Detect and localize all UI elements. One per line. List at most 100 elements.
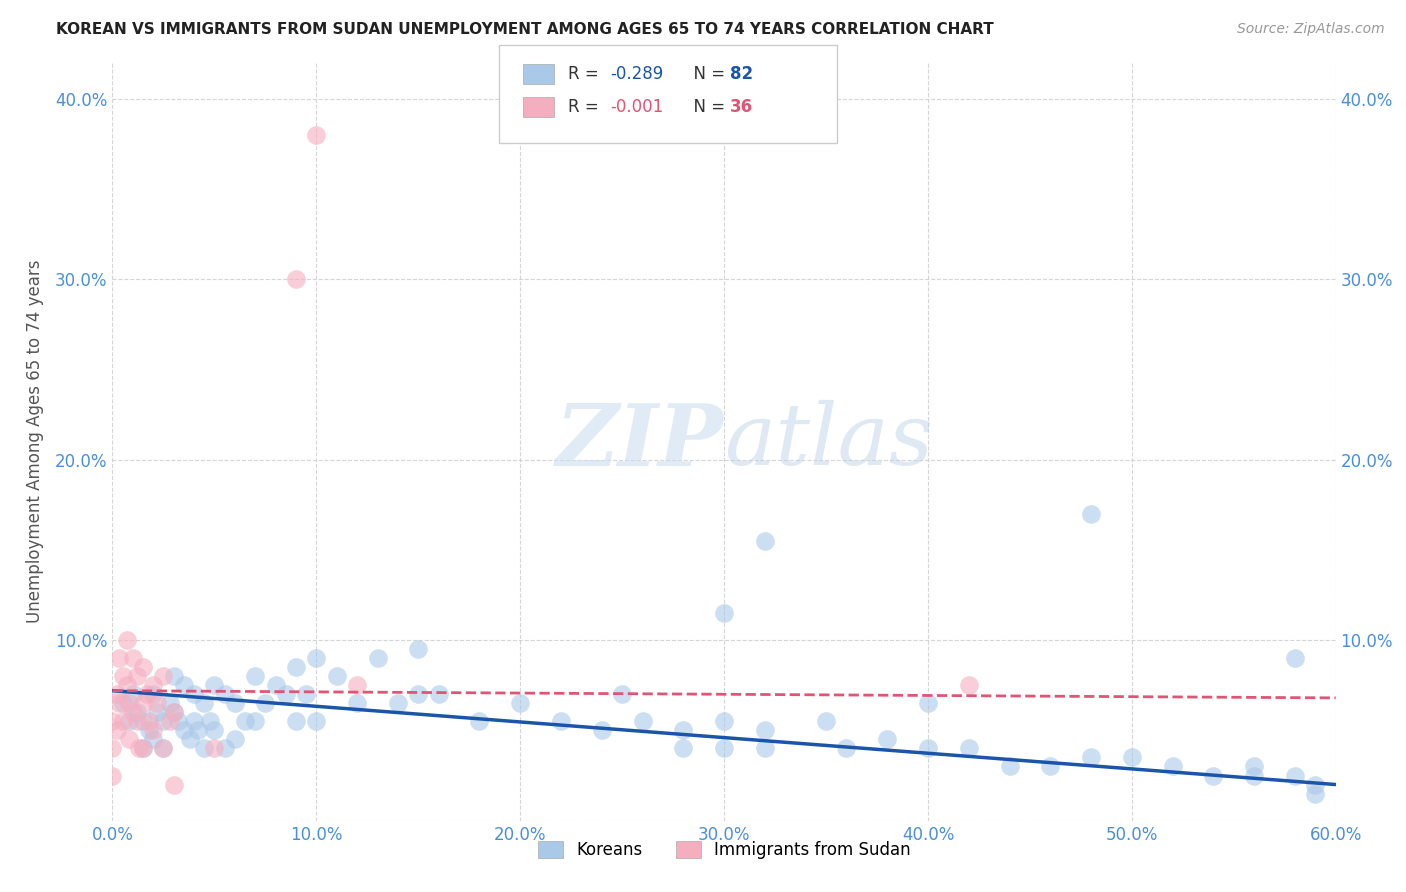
Point bbox=[815, 714, 838, 729]
Point bbox=[214, 741, 236, 756]
Point bbox=[122, 687, 145, 701]
Point bbox=[118, 696, 141, 710]
Point bbox=[1080, 750, 1102, 764]
Point bbox=[550, 714, 572, 729]
Point bbox=[111, 714, 134, 729]
Point bbox=[132, 660, 155, 674]
Point bbox=[132, 696, 155, 710]
Point bbox=[1202, 768, 1225, 782]
Point bbox=[101, 741, 124, 756]
Point bbox=[138, 714, 160, 729]
Point bbox=[136, 687, 159, 701]
Point bbox=[163, 778, 186, 792]
Point bbox=[107, 696, 129, 710]
Text: -0.289: -0.289 bbox=[610, 65, 664, 83]
Point bbox=[163, 706, 186, 720]
Text: Source: ZipAtlas.com: Source: ZipAtlas.com bbox=[1237, 22, 1385, 37]
Point bbox=[245, 714, 267, 729]
Point bbox=[387, 696, 409, 710]
Text: atlas: atlas bbox=[724, 401, 934, 483]
Point bbox=[152, 714, 174, 729]
Point bbox=[1243, 768, 1265, 782]
Point bbox=[142, 723, 165, 738]
Point bbox=[305, 714, 328, 729]
Point bbox=[957, 741, 980, 756]
Y-axis label: Unemployment Among Ages 65 to 74 years: Unemployment Among Ages 65 to 74 years bbox=[25, 260, 44, 624]
Point bbox=[105, 687, 128, 701]
Point bbox=[284, 660, 308, 674]
Point bbox=[101, 714, 124, 729]
Point bbox=[187, 723, 209, 738]
Point bbox=[115, 633, 138, 648]
Text: N =: N = bbox=[683, 98, 731, 116]
Point bbox=[835, 741, 858, 756]
Point bbox=[917, 696, 939, 710]
Point bbox=[917, 741, 939, 756]
Point bbox=[1305, 787, 1327, 801]
Point bbox=[1080, 507, 1102, 521]
Point bbox=[305, 128, 328, 142]
Point bbox=[631, 714, 654, 729]
Point bbox=[1284, 651, 1306, 665]
Point bbox=[138, 723, 160, 738]
Point bbox=[326, 669, 349, 683]
Point bbox=[284, 714, 308, 729]
Point bbox=[118, 714, 141, 729]
Point bbox=[245, 669, 267, 683]
Point bbox=[957, 678, 980, 692]
Point bbox=[122, 706, 145, 720]
Text: -0.001: -0.001 bbox=[610, 98, 664, 116]
Text: 82: 82 bbox=[730, 65, 752, 83]
Point bbox=[305, 651, 328, 665]
Point bbox=[142, 687, 165, 701]
Point bbox=[876, 732, 898, 747]
Point bbox=[1161, 759, 1184, 773]
Point bbox=[128, 741, 150, 756]
Text: R =: R = bbox=[568, 98, 605, 116]
Point bbox=[111, 669, 134, 683]
Point bbox=[107, 651, 129, 665]
Point bbox=[125, 714, 148, 729]
Point bbox=[166, 714, 188, 729]
Point bbox=[142, 732, 165, 747]
Legend: Koreans, Immigrants from Sudan: Koreans, Immigrants from Sudan bbox=[531, 834, 917, 865]
Text: KOREAN VS IMMIGRANTS FROM SUDAN UNEMPLOYMENT AMONG AGES 65 TO 74 YEARS CORRELATI: KOREAN VS IMMIGRANTS FROM SUDAN UNEMPLOY… bbox=[56, 22, 994, 37]
Point bbox=[152, 669, 174, 683]
Point bbox=[346, 696, 368, 710]
Point bbox=[672, 741, 695, 756]
Point bbox=[159, 696, 181, 710]
Point bbox=[163, 706, 186, 720]
Point bbox=[1121, 750, 1143, 764]
Point bbox=[132, 714, 155, 729]
Point bbox=[125, 669, 148, 683]
Point bbox=[274, 687, 297, 701]
Point bbox=[264, 678, 287, 692]
Point bbox=[224, 696, 246, 710]
Point bbox=[468, 714, 491, 729]
Point bbox=[163, 669, 186, 683]
Point bbox=[173, 723, 195, 738]
Point bbox=[204, 741, 226, 756]
Point bbox=[105, 723, 128, 738]
Point bbox=[132, 741, 155, 756]
Point bbox=[998, 759, 1021, 773]
Point bbox=[183, 714, 205, 729]
Point bbox=[159, 714, 181, 729]
Point bbox=[118, 732, 141, 747]
Point bbox=[146, 706, 169, 720]
Point bbox=[111, 696, 134, 710]
Point bbox=[1039, 759, 1062, 773]
Point bbox=[346, 678, 368, 692]
Text: R =: R = bbox=[568, 65, 605, 83]
Point bbox=[179, 732, 201, 747]
Point bbox=[146, 696, 169, 710]
Point bbox=[204, 723, 226, 738]
Point bbox=[754, 723, 776, 738]
Point bbox=[1305, 778, 1327, 792]
Point bbox=[183, 687, 205, 701]
Point bbox=[1284, 768, 1306, 782]
Point bbox=[200, 714, 222, 729]
Point bbox=[610, 687, 633, 701]
Point bbox=[193, 741, 215, 756]
Point bbox=[224, 732, 246, 747]
